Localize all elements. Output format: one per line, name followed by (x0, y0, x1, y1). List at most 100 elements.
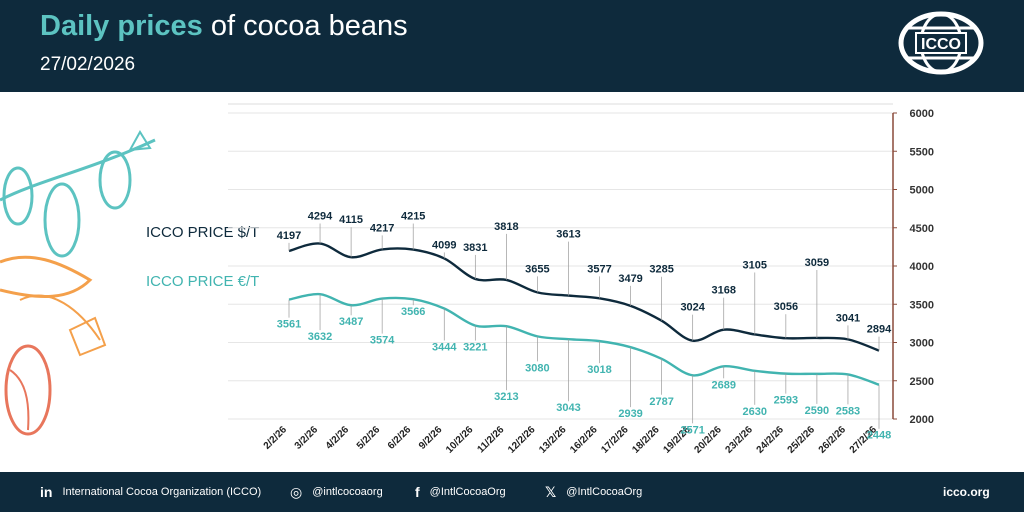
footer-facebook[interactable]: f @IntlCocoaOrg (415, 472, 506, 512)
data-label-usd: 3479 (618, 273, 642, 285)
page-title: Daily prices of cocoa beans (40, 10, 408, 43)
x-tick-label: 12/2/26 (506, 424, 538, 456)
y-tick-label: 5500 (910, 146, 934, 158)
legend-eur: ICCO PRICE €/T (146, 273, 260, 290)
x-tick-label: 4/2/26 (324, 424, 352, 452)
data-label-eur: 3043 (556, 402, 580, 414)
x-tick-label: 11/2/26 (476, 424, 507, 455)
x-tick-label: 10/2/26 (444, 424, 476, 456)
data-label-eur: 3221 (463, 342, 487, 354)
x-tick-label: 2/2/26 (262, 424, 290, 452)
x-tick-label: 17/2/26 (599, 424, 631, 456)
header-banner: Daily prices of cocoa beans 27/02/2026 I… (0, 0, 1024, 92)
right-axis: 2000 2500 3000 3500 4000 4500 5000 5500 6000 (892, 108, 934, 426)
grid-lines (228, 103, 893, 420)
linkedin-text: International Cocoa Organization (ICCO) (62, 486, 262, 498)
y-tick-label: 4000 (910, 261, 934, 273)
footer-instagram[interactable]: ◎ @intlcocoaorg (290, 472, 383, 512)
x-icon: 𝕏 (545, 483, 557, 500)
data-label-eur: 3444 (432, 342, 457, 354)
x-tick-label: 18/2/26 (630, 424, 662, 456)
y-tick-label: 3000 (910, 338, 934, 350)
data-label-usd: 4197 (277, 230, 301, 242)
data-label-eur: 2593 (774, 395, 798, 407)
data-label-usd: 3105 (743, 259, 767, 271)
data-label-eur: 2939 (618, 408, 642, 420)
data-label-eur: 2630 (743, 406, 767, 418)
x-tick-label: 23/2/26 (724, 424, 756, 456)
data-label-eur: 2689 (711, 379, 735, 391)
y-tick-label: 3500 (910, 299, 934, 311)
y-tick-label: 4500 (910, 223, 934, 235)
data-label-eur: 2571 (680, 424, 704, 436)
flower-orange (68, 316, 107, 357)
x-text: @IntlCocoaOrg (566, 486, 643, 498)
data-label-usd: 3577 (587, 263, 611, 275)
data-label-usd: 4215 (401, 211, 425, 223)
facebook-text: @IntlCocoaOrg (429, 486, 506, 498)
x-tick-label: 6/2/26 (386, 424, 414, 452)
cocoa-pod-teal-1 (2, 166, 34, 226)
price-line-chart: 2000 2500 3000 3500 4000 4500 5000 5500 6000 2/2… (228, 103, 934, 456)
data-label-eur: 3561 (277, 319, 301, 331)
data-label-usd: 3059 (805, 257, 829, 269)
footer-site-link[interactable]: icco.org (943, 485, 990, 499)
x-axis-labels: 2/2/26 3/2/26 4/2/26 5/2/26 6/2/26 9/2/26 10/2… (262, 424, 880, 456)
instagram-icon: ◎ (290, 483, 303, 500)
footer-linkedin[interactable]: in International Cocoa Organization (ICC… (40, 472, 261, 512)
data-label-eur: 2590 (805, 405, 829, 417)
data-label-usd: 4099 (432, 239, 456, 251)
cocoa-illustration (0, 130, 156, 436)
x-tick-label: 9/2/26 (417, 424, 445, 452)
x-tick-label: 5/2/26 (355, 424, 383, 452)
cocoa-pod-red (4, 344, 52, 436)
x-tick-label: 25/2/26 (786, 424, 818, 456)
data-label-eur: 3574 (370, 335, 395, 347)
x-tick-label: 3/2/26 (293, 424, 321, 452)
y-tick-label: 2500 (910, 376, 934, 388)
y-tick-label: 5000 (910, 185, 934, 197)
data-label-usd: 4217 (370, 222, 394, 234)
instagram-text: @intlcocoaorg (312, 486, 383, 498)
data-label-eur: 3018 (587, 364, 611, 376)
series-line-usd (288, 242, 880, 352)
data-label-usd: 3818 (494, 221, 518, 233)
cocoa-pod-teal-2 (43, 182, 81, 258)
data-label-eur: 3487 (339, 316, 363, 328)
data-label-eur: 3213 (494, 391, 518, 403)
data-label-usd: 2894 (867, 324, 892, 336)
pod-ridge (9, 369, 30, 431)
title-rest: of cocoa beans (210, 10, 408, 42)
x-tick-label: 26/2/26 (817, 424, 849, 456)
data-label-usd: 4115 (339, 214, 363, 226)
facebook-icon: f (415, 484, 420, 500)
data-label-usd: 3024 (680, 302, 705, 314)
leaf-teal (128, 130, 152, 152)
data-label-eur: 3080 (525, 362, 549, 374)
y-tick-label: 6000 (910, 108, 934, 120)
leaf-orange-2 (19, 294, 101, 341)
data-label-usd: 3831 (463, 242, 487, 254)
data-label-usd: 3285 (649, 264, 673, 276)
series-lines (288, 242, 880, 386)
x-tick-label: 13/2/26 (537, 424, 569, 456)
series-line-eur (288, 292, 880, 386)
data-label-usd: 3613 (556, 229, 580, 241)
cocoa-pod-teal-3 (98, 150, 132, 210)
y-tick-label: 2000 (910, 414, 934, 426)
data-label-usd: 3041 (836, 312, 860, 324)
footer-x[interactable]: 𝕏 @IntlCocoaOrg (545, 472, 642, 512)
data-label-eur: 2583 (836, 405, 860, 417)
data-label-usd: 3056 (774, 301, 798, 313)
data-label-eur: 2448 (867, 430, 891, 442)
logo-text: ICCO (921, 36, 961, 53)
x-tick-label: 16/2/26 (568, 424, 600, 456)
data-label-eur: 2787 (649, 396, 673, 408)
data-label-eur: 3566 (401, 306, 425, 318)
data-label-usd: 4294 (308, 211, 333, 223)
footer-bar: in International Cocoa Organization (ICC… (0, 472, 1024, 512)
linkedin-icon: in (40, 484, 53, 500)
report-date: 27/02/2026 (40, 54, 136, 75)
title-highlight: Daily prices (40, 10, 203, 42)
data-labels: 4197 4294 4115 4217 4215 4099 3831 3818 3655 3613… (277, 211, 892, 442)
